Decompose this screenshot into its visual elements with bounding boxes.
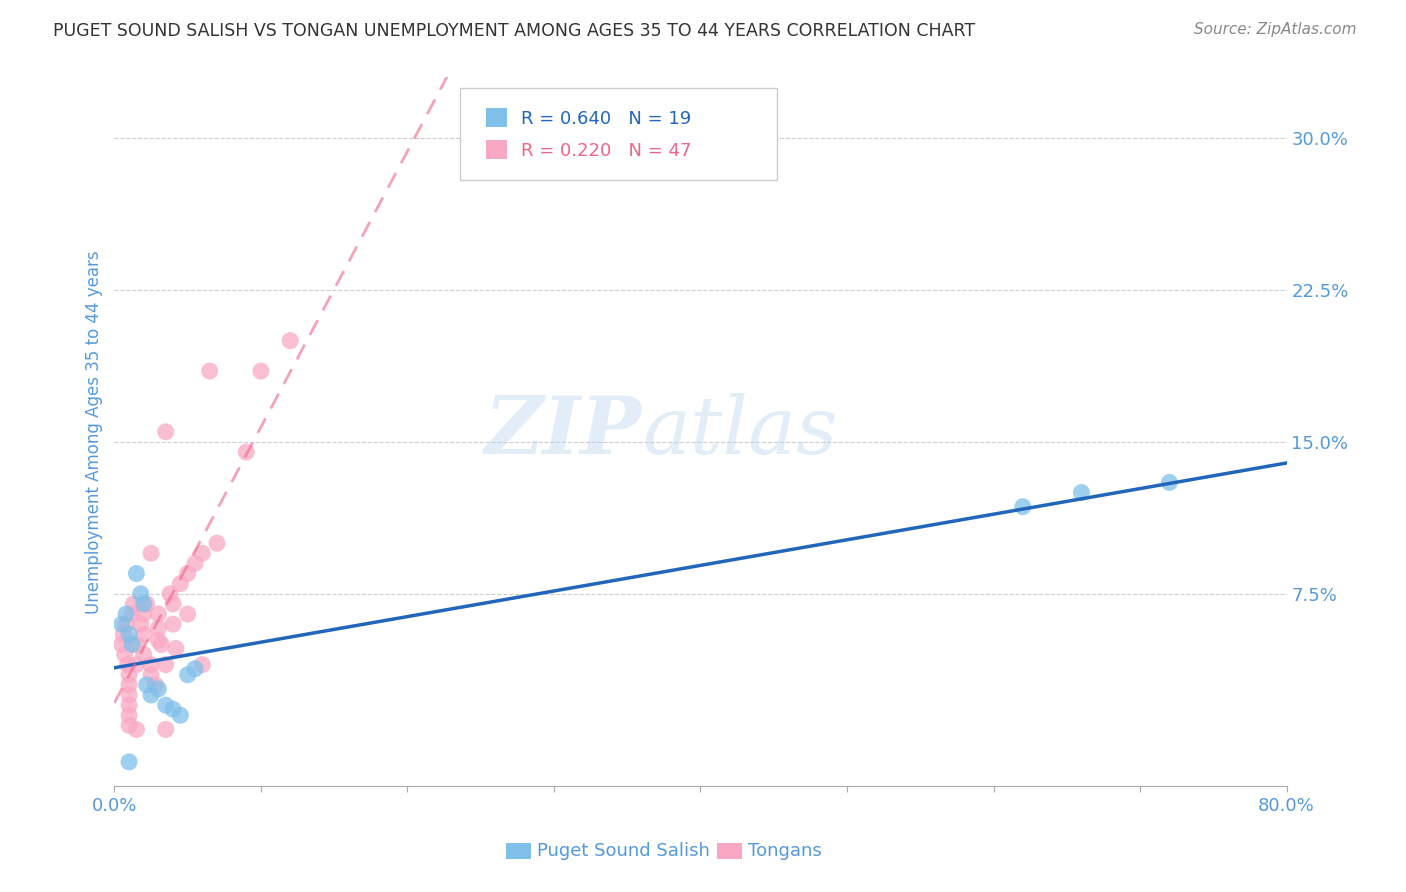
Point	[118, 755, 141, 769]
Text: Puget Sound Salish: Puget Sound Salish	[537, 842, 710, 860]
Point	[115, 607, 138, 621]
Point	[169, 576, 191, 591]
Point	[122, 597, 145, 611]
Point	[191, 546, 214, 560]
Point	[150, 637, 173, 651]
Text: atlas: atlas	[643, 393, 837, 471]
Point	[118, 667, 141, 681]
Point	[112, 627, 135, 641]
Point	[162, 597, 184, 611]
Point	[250, 364, 273, 378]
Point	[121, 607, 143, 621]
Y-axis label: Unemployment Among Ages 35 to 44 years: Unemployment Among Ages 35 to 44 years	[86, 250, 103, 614]
Point	[135, 678, 157, 692]
Point	[117, 657, 139, 672]
Point	[205, 536, 228, 550]
Point	[121, 637, 143, 651]
Point	[155, 723, 177, 737]
Point	[169, 708, 191, 723]
Point	[139, 688, 162, 702]
Point	[139, 657, 162, 672]
Point	[129, 617, 152, 632]
Point	[118, 718, 141, 732]
Point	[115, 617, 138, 632]
Point	[118, 688, 141, 702]
Point	[118, 698, 141, 713]
FancyBboxPatch shape	[460, 88, 776, 180]
Point	[118, 678, 141, 692]
Point	[1070, 485, 1092, 500]
Point	[155, 657, 177, 672]
Text: Source: ZipAtlas.com: Source: ZipAtlas.com	[1194, 22, 1357, 37]
Point	[125, 566, 148, 581]
Point	[235, 445, 257, 459]
Point	[191, 657, 214, 672]
Point	[129, 587, 152, 601]
Point	[132, 607, 155, 621]
Bar	[486, 140, 508, 159]
Point	[176, 607, 198, 621]
Point	[118, 627, 141, 641]
Text: Tongans: Tongans	[748, 842, 821, 860]
Point	[135, 597, 157, 611]
Point	[1011, 500, 1033, 514]
Point	[118, 708, 141, 723]
Point	[148, 681, 170, 696]
Point	[132, 597, 155, 611]
Point	[176, 566, 198, 581]
Point	[155, 698, 177, 713]
Point	[114, 648, 136, 662]
Point	[139, 546, 162, 560]
Point	[162, 702, 184, 716]
Text: ZIP: ZIP	[485, 393, 643, 471]
Point	[148, 621, 170, 635]
Point	[198, 364, 221, 378]
Point	[125, 723, 148, 737]
Point	[111, 617, 134, 632]
Point	[125, 657, 148, 672]
Point	[159, 587, 181, 601]
Point	[155, 425, 177, 439]
Text: R = 0.640   N = 19: R = 0.640 N = 19	[522, 111, 692, 128]
Point	[145, 678, 167, 692]
Point	[176, 667, 198, 681]
Point	[184, 557, 207, 571]
Point	[278, 334, 301, 348]
Point	[111, 637, 134, 651]
Point	[148, 633, 170, 648]
Bar	[486, 108, 508, 127]
Point	[148, 607, 170, 621]
Point	[132, 648, 155, 662]
Point	[1159, 475, 1181, 490]
Point	[125, 637, 148, 651]
Point	[132, 627, 155, 641]
Point	[184, 662, 207, 676]
Text: R = 0.220   N = 47: R = 0.220 N = 47	[522, 142, 692, 161]
Point	[165, 641, 187, 656]
Point	[162, 617, 184, 632]
Point	[139, 667, 162, 681]
Text: PUGET SOUND SALISH VS TONGAN UNEMPLOYMENT AMONG AGES 35 TO 44 YEARS CORRELATION : PUGET SOUND SALISH VS TONGAN UNEMPLOYMEN…	[53, 22, 976, 40]
